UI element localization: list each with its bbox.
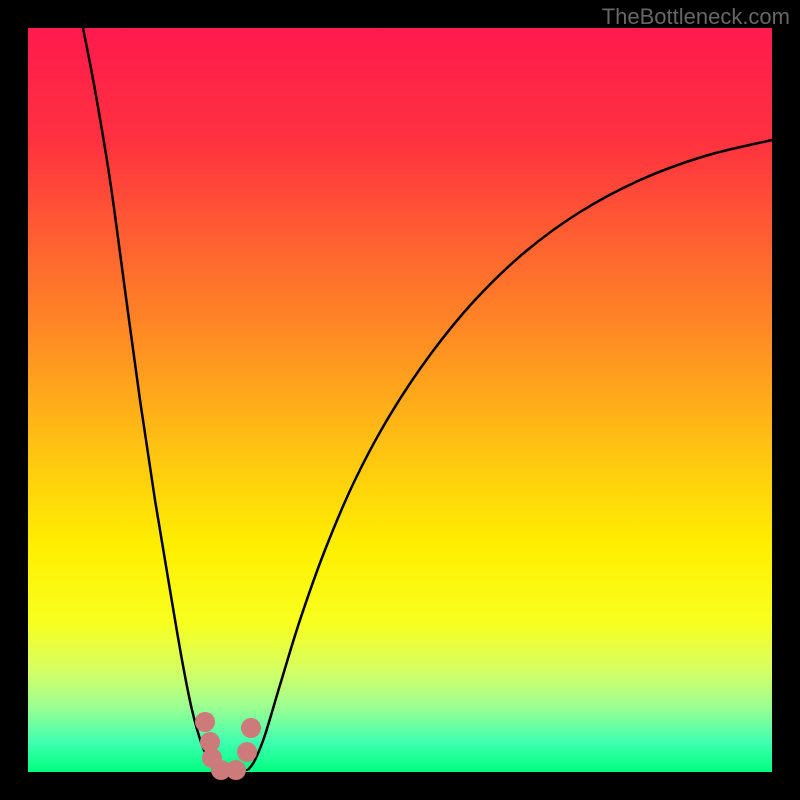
marker-point — [241, 718, 261, 738]
bottleneck-chart: TheBottleneck.com — [0, 0, 800, 800]
chart-svg — [0, 0, 800, 800]
marker-point — [237, 742, 257, 762]
marker-point — [226, 760, 246, 780]
marker-point — [195, 712, 215, 732]
watermark-text: TheBottleneck.com — [602, 4, 790, 30]
